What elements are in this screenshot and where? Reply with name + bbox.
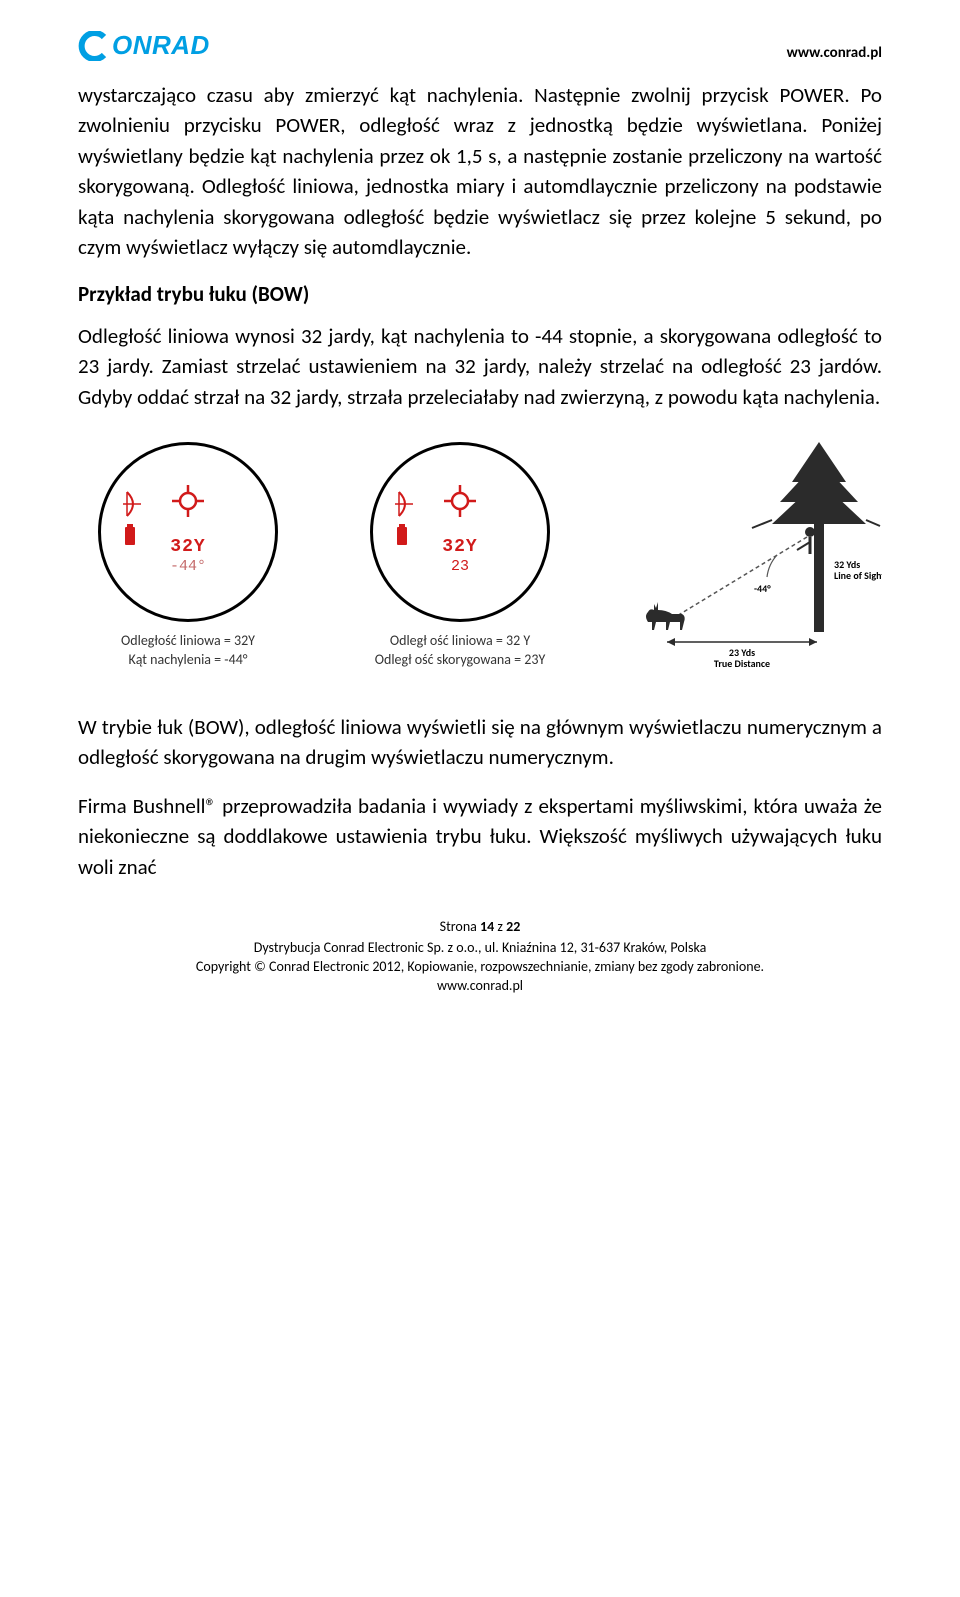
scene-svg: 32 Yds Line of Sight -44° 23 Yds True Di… [622,442,882,672]
scope-2-circle: 32Y 23 [370,442,550,622]
bow-icon [123,490,143,524]
svg-text:Line of Sight: Line of Sight [834,569,882,582]
page-header: ONRAD www.conrad.pl [78,30,882,62]
footer-line-3: www.conrad.pl [78,977,882,996]
footer-line-1: Dystrybucja Conrad Electronic Sp. z o.o.… [78,939,882,958]
page-footer: Strona 14 z 22 Dystrybucja Conrad Electr… [78,918,882,996]
scope-1-secondary: -44° [170,558,206,575]
scope-2-caption: Odległ ość liniowa = 32 Y Odległ ość sko… [375,632,546,670]
scope-2: 32Y 23 Odległ ość liniowa = 32 Y Odległ … [350,442,570,670]
svg-text:-44°: -44° [754,582,771,595]
scope-2-caption-line1: Odległ ość liniowa = 32 Y [375,632,546,651]
paragraph-3: W trybie łuk (BOW), odległość liniowa wy… [78,712,882,773]
scope-1-circle: 32Y -44° [98,442,278,622]
scope-2-caption-line2: Odległ ość skorygowana = 23Y [375,651,546,670]
logo-c-icon [78,31,108,61]
page-mid: z [494,918,506,935]
scope-2-reading: 32Y 23 [442,537,477,575]
battery-icon [397,527,407,545]
scope-1-caption-line1: Odległość liniowa = 32Y [121,632,255,651]
scope-2-secondary: 23 [442,558,477,575]
bow-icon [395,490,415,524]
page-label-pre: Strona [440,918,480,935]
diagram-row: 32Y -44° Odległość liniowa = 32Y Kąt nac… [78,442,882,672]
battery-icon [125,527,135,545]
scope-2-primary: 32Y [442,537,477,558]
crosshair-icon [442,483,478,524]
paragraph-2: Odległość liniowa wynosi 32 jardy, kąt n… [78,321,882,412]
footer-line-2: Copyright © Conrad Electronic 2012, Kopi… [78,958,882,977]
page-number: Strona 14 z 22 [78,918,882,937]
scene-diagram: 32 Yds Line of Sight -44° 23 Yds True Di… [622,442,882,672]
scope-1-caption: Odległość liniowa = 32Y Kąt nachylenia =… [121,632,255,670]
scope-1-primary: 32Y [170,537,206,558]
scope-1-caption-line2: Kąt nachylenia = -44° [121,651,255,670]
conrad-logo: ONRAD [78,30,210,61]
paragraph-4: Firma Bushnell® przeprowadziła badania i… [78,791,882,882]
page-total: 22 [506,918,520,935]
header-url: www.conrad.pl [787,44,882,62]
logo-text: ONRAD [112,30,210,61]
section-title-bow: Przykład trybu łuku (BOW) [78,281,882,307]
svg-text:True Distance: True Distance [714,657,770,670]
crosshair-icon [170,483,206,524]
paragraph-1: wystarczająco czasu aby zmierzyć kąt nac… [78,80,882,263]
page-current: 14 [480,918,494,935]
scope-1-reading: 32Y -44° [170,537,206,575]
scope-1: 32Y -44° Odległość liniowa = 32Y Kąt nac… [78,442,298,670]
